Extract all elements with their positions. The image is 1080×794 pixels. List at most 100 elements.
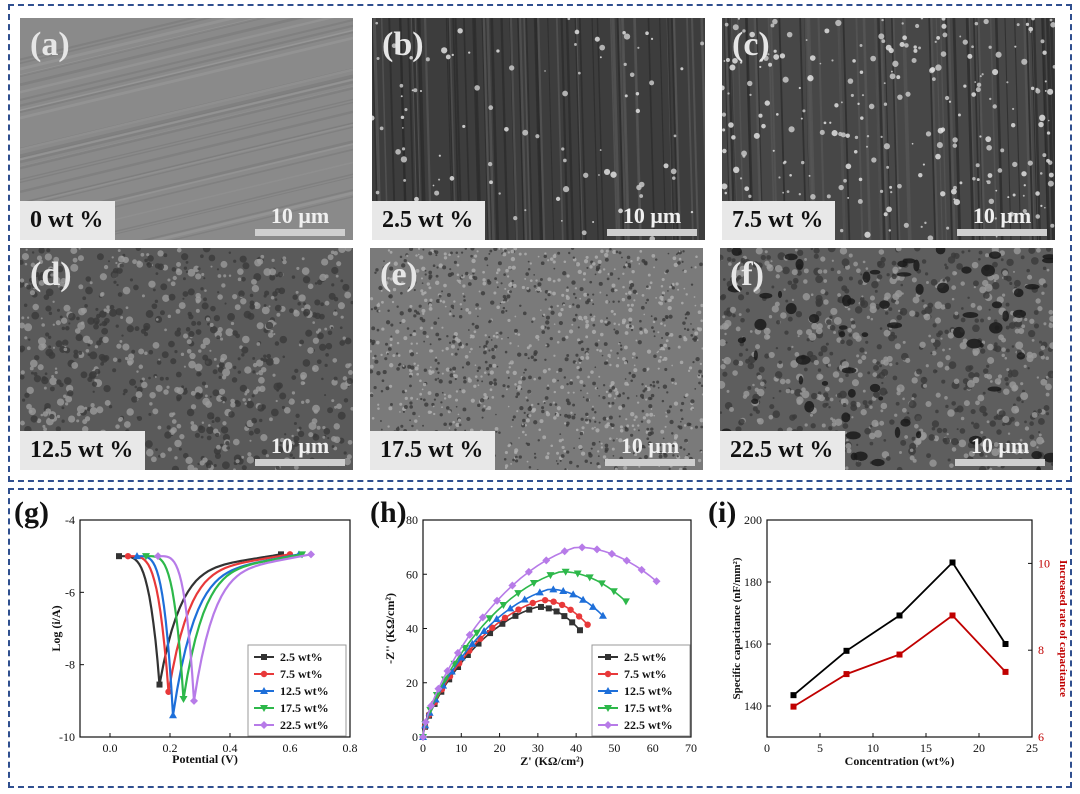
marker — [464, 651, 471, 658]
y-tick-label: 0 — [412, 730, 418, 744]
marker — [529, 580, 538, 588]
x-tick-label: 10 — [455, 741, 467, 755]
marker — [561, 613, 568, 620]
tafel-curve — [119, 553, 282, 685]
marker — [179, 696, 188, 704]
tafel-curve — [128, 553, 291, 692]
scale-bar-line — [605, 459, 695, 466]
nyquist-chart: 0 10 20 30 40 50 60 70 0 20 40 60 80 Z' (KΩ/cm²) -Z'' … — [383, 513, 697, 768]
x-tick-label: 0.0 — [103, 741, 118, 755]
rate-line — [793, 614, 1007, 708]
sem-panel-letter: (b) — [382, 26, 424, 63]
rate-point — [843, 671, 850, 678]
marker — [567, 606, 574, 613]
legend-label: 7.5 wt% — [624, 667, 667, 681]
rate-point — [1002, 668, 1009, 675]
marker — [419, 733, 427, 741]
marker — [169, 711, 177, 719]
scale-bar-line — [255, 229, 345, 236]
sem-scale-bar: 10 μm — [955, 433, 1045, 466]
marker — [569, 619, 576, 626]
x-tick-label: 60 — [647, 741, 659, 755]
x-axis-label: Potential (V) — [172, 752, 238, 766]
sem-image-2: (b) 2.5 wt % 10 μm — [372, 18, 705, 240]
x-tick-label: 25 — [1026, 741, 1038, 755]
x-axis-label: Z' (KΩ/cm²) — [520, 754, 584, 768]
marker — [447, 667, 456, 675]
marker — [508, 581, 517, 590]
sem-scale-bar: 10 μm — [255, 203, 345, 236]
sem-concentration-label: 7.5 wt % — [722, 201, 836, 240]
scale-bar-label: 10 μm — [970, 433, 1030, 458]
plot-frame — [79, 519, 351, 738]
marker — [561, 568, 570, 576]
scale-bar-label: 10 μm — [972, 203, 1032, 228]
marker — [461, 645, 470, 653]
sem-scale-bar: 10 μm — [255, 433, 345, 466]
marker — [487, 630, 494, 637]
marker — [652, 577, 661, 586]
marker — [156, 681, 163, 688]
x-tick-label: 0.4 — [223, 741, 238, 755]
marker — [607, 549, 616, 558]
marker — [116, 553, 122, 560]
capacitance-line — [792, 561, 1007, 696]
sem-concentration-label: 17.5 wt % — [370, 431, 496, 470]
marker — [575, 613, 583, 620]
marker — [465, 630, 474, 639]
x-tick-label: 0 — [764, 741, 770, 755]
capacitance-point — [1002, 641, 1009, 647]
scale-bar-label: 10 μm — [622, 203, 682, 228]
scale-bar-label: 10 μm — [270, 433, 330, 458]
marker — [512, 612, 519, 619]
marker — [278, 551, 284, 558]
sem-panel-letter: (d) — [30, 256, 72, 293]
sem-image-5: (e) 17.5 wt % 10 μm — [370, 248, 703, 470]
x-tick-label: 0 — [420, 741, 426, 755]
legend-label: 17.5 wt% — [624, 701, 673, 715]
x-tick-label: 15 — [920, 741, 932, 755]
marker — [261, 654, 267, 660]
marker — [499, 601, 508, 609]
y2-axis-label: Increased rate of capacitance — [1057, 560, 1067, 697]
marker — [298, 551, 306, 559]
x-tick-label: 20 — [973, 741, 985, 755]
marker — [260, 721, 268, 729]
marker — [535, 588, 544, 596]
marker — [432, 691, 441, 699]
marker — [526, 606, 533, 613]
marker — [576, 627, 583, 634]
y-axis-label: Log (i/A) — [49, 605, 63, 651]
legend-label: 2.5 wt% — [624, 650, 667, 664]
x-tick-label: 40 — [570, 741, 582, 755]
marker — [154, 552, 162, 561]
sem-panel-letter: (e) — [380, 256, 418, 293]
rate-point — [949, 612, 956, 619]
marker — [506, 604, 515, 612]
scale-bar-label: 10 μm — [270, 203, 330, 228]
legend-label: 2.5 wt% — [280, 650, 323, 664]
marker — [558, 601, 566, 609]
marker — [560, 547, 569, 556]
x-tick-label: 0.6 — [283, 741, 298, 755]
sem-concentration-label: 2.5 wt % — [372, 201, 486, 240]
marker — [307, 550, 315, 559]
marker — [455, 663, 462, 670]
y-tick-label: 20 — [406, 676, 418, 690]
marker — [597, 580, 606, 588]
marker — [493, 596, 502, 605]
y2-tick-label: 6 — [1038, 730, 1044, 744]
marker — [546, 572, 555, 580]
marker — [260, 670, 268, 678]
y-tick-label: -8 — [65, 658, 75, 672]
panel-tag-g: (g) — [14, 496, 49, 529]
y-tick-label: -4 — [65, 513, 75, 527]
marker — [529, 599, 536, 607]
y-tick-label: -10 — [59, 730, 75, 744]
panel-tag-i: (i) — [708, 496, 737, 529]
marker — [621, 598, 630, 606]
marker — [573, 570, 582, 578]
y-tick-label: -6 — [65, 585, 75, 599]
marker — [142, 553, 150, 561]
x-tick-label: 50 — [608, 741, 620, 755]
